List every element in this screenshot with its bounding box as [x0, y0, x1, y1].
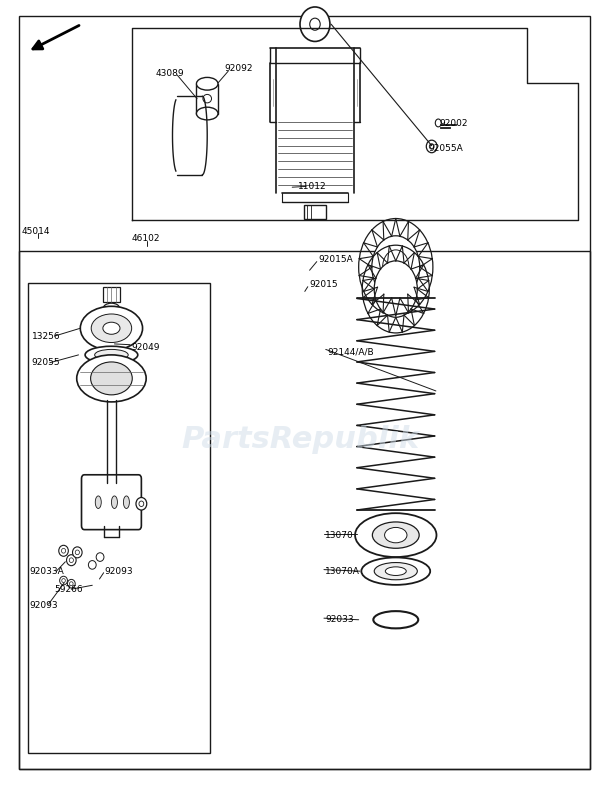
Ellipse shape	[85, 346, 138, 363]
Bar	[19, 251, 590, 769]
Text: 43089: 43089	[155, 69, 184, 78]
Ellipse shape	[96, 553, 104, 561]
Bar	[196, 84, 218, 114]
Ellipse shape	[59, 576, 67, 585]
Text: 92033A: 92033A	[29, 567, 64, 575]
Ellipse shape	[373, 522, 419, 548]
Ellipse shape	[196, 78, 218, 90]
Text: 13070A: 13070A	[325, 567, 360, 575]
Ellipse shape	[88, 560, 96, 569]
Ellipse shape	[196, 108, 218, 120]
Ellipse shape	[361, 557, 430, 585]
Ellipse shape	[300, 7, 330, 42]
Text: 59266: 59266	[55, 586, 83, 594]
Text: 13070: 13070	[325, 531, 354, 539]
Text: 46102: 46102	[131, 235, 160, 243]
Text: 92002: 92002	[439, 119, 467, 128]
Text: 92093: 92093	[105, 567, 133, 575]
Ellipse shape	[77, 355, 146, 402]
Text: 13256: 13256	[32, 331, 61, 341]
Circle shape	[374, 261, 418, 317]
Ellipse shape	[59, 546, 68, 557]
Text: 92049: 92049	[131, 342, 160, 352]
Ellipse shape	[374, 563, 418, 580]
Ellipse shape	[427, 141, 437, 153]
Text: 92092: 92092	[224, 64, 253, 72]
Text: 11012: 11012	[298, 182, 327, 191]
Text: 92055A: 92055A	[428, 144, 463, 152]
Text: 45014: 45014	[22, 227, 50, 236]
Text: 92015A: 92015A	[318, 255, 353, 264]
Ellipse shape	[95, 349, 128, 360]
Text: 92015: 92015	[309, 280, 338, 289]
Bar	[304, 205, 326, 219]
Text: 92033: 92033	[325, 615, 354, 624]
Ellipse shape	[91, 362, 132, 395]
Text: PartsRepublik: PartsRepublik	[181, 425, 419, 454]
Ellipse shape	[136, 498, 147, 510]
Ellipse shape	[385, 528, 407, 542]
Ellipse shape	[67, 579, 75, 588]
Ellipse shape	[112, 496, 118, 509]
Ellipse shape	[73, 547, 82, 558]
Ellipse shape	[103, 303, 120, 314]
Bar	[103, 287, 120, 301]
Ellipse shape	[385, 567, 406, 575]
Ellipse shape	[124, 496, 130, 509]
Circle shape	[372, 236, 420, 298]
Text: 92055: 92055	[32, 358, 61, 367]
Bar	[28, 283, 210, 753]
Ellipse shape	[103, 322, 120, 334]
Ellipse shape	[95, 496, 101, 509]
Ellipse shape	[355, 513, 436, 557]
Ellipse shape	[67, 555, 76, 566]
Ellipse shape	[435, 119, 441, 127]
Text: 92144/A/B: 92144/A/B	[327, 347, 374, 356]
Ellipse shape	[91, 314, 131, 342]
Text: 92093: 92093	[29, 601, 58, 610]
Ellipse shape	[80, 306, 143, 350]
FancyBboxPatch shape	[82, 475, 142, 530]
